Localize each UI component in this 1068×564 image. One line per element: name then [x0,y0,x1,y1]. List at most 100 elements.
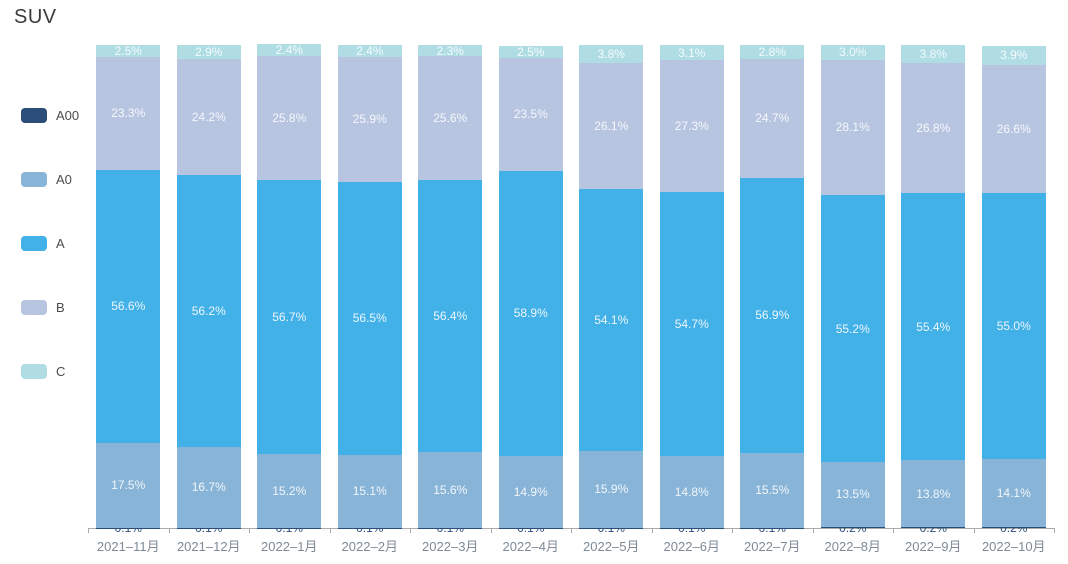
segment-value-label: 2.5% [517,44,545,59]
bar-segment-a0[interactable]: 17.5% [96,443,161,528]
bar-segment-a[interactable]: 56.4% [418,179,483,453]
bar-segment-a0[interactable]: 15.1% [337,454,402,528]
bar-segment-c[interactable]: 3.1% [659,45,724,61]
bar-segment-a0[interactable]: 14.9% [498,455,563,528]
bar-segment-a0[interactable]: 15.6% [418,452,483,528]
segment-value-label: 14.9% [513,484,548,499]
x-axis-tick [651,528,653,533]
legend-label: A00 [56,107,80,123]
segment-value-label: 26.8% [916,121,951,136]
bar-segment-c[interactable]: 3.9% [981,46,1046,65]
legend-item-a0[interactable]: A0 [21,171,79,187]
bar-segment-a0[interactable]: 13.5% [820,461,885,528]
stacked-bar-2021–12月: 0.1% 16.7% 56.2% 24.2% 2.9% [176,44,241,535]
bar-segment-a[interactable]: 54.1% [579,189,644,451]
bar-segment-c[interactable]: 2.3% [418,43,483,58]
bar-segment-a00[interactable]: 0.2% [901,521,966,535]
segment-value-label: 2.3% [436,43,464,58]
bar-segment-b[interactable]: 25.8% [257,55,322,181]
bar-segment-a0[interactable]: 15.9% [579,450,644,528]
legend-swatch-a00 [21,107,47,123]
stacked-bar-2022–8月: 0.2% 13.5% 55.2% 28.1% 3.0% [820,45,885,535]
segment-value-label: 14.8% [674,484,709,499]
segment-value-label: 27.3% [674,118,709,133]
x-axis-label: 2022–8月 [824,539,881,554]
segment-value-label: 54.7% [674,316,709,331]
bar-segment-a0[interactable]: 15.5% [740,452,805,528]
bar-segment-c[interactable]: 2.4% [257,42,322,57]
segment-value-label: 56.5% [352,311,387,326]
bar-segment-a[interactable]: 55.0% [981,193,1046,459]
x-axis-label: 2022–3月 [422,539,479,554]
stacked-bar-2022–7月: 0.1% 15.5% 56.9% 24.7% 2.8% [740,45,805,535]
bar-segment-a0[interactable]: 15.2% [257,454,322,528]
bar-segment-c[interactable]: 2.8% [740,45,805,59]
segment-value-label: 15.6% [433,482,468,497]
segment-value-label: 25.6% [433,110,468,125]
bar-segment-b[interactable]: 25.9% [337,56,402,182]
bar-segment-a[interactable]: 56.9% [740,177,805,453]
bar-segment-b[interactable]: 24.2% [176,58,241,176]
legend-item-a[interactable]: A [21,235,79,251]
bar-segment-a[interactable]: 55.4% [901,192,966,461]
bar-segment-b[interactable]: 24.7% [740,58,805,178]
bar-segment-b[interactable]: 23.5% [498,57,563,172]
x-axis-label: 2022–2月 [341,539,398,554]
bar-segment-a[interactable]: 56.2% [176,175,241,447]
bar-segment-c[interactable]: 2.5% [96,44,161,58]
bar-segment-c[interactable]: 3.0% [820,45,885,60]
bar-segment-b[interactable]: 26.8% [901,63,966,193]
segment-value-label: 3.8% [919,47,947,62]
segment-value-label: 24.7% [755,111,790,126]
bar-segment-a0[interactable]: 13.8% [901,460,966,528]
segment-value-label: 3.0% [839,45,867,60]
stacked-bar-2022–4月: 0.1% 14.9% 58.9% 23.5% 2.5% [498,44,563,535]
stacked-bar-2022–5月: 0.1% 15.9% 54.1% 26.1% 3.8% [579,45,644,535]
x-axis-tick [1054,528,1055,533]
segment-value-label: 26.6% [996,122,1031,137]
legend-item-b[interactable]: B [21,299,79,315]
segment-value-label: 24.2% [191,110,226,124]
bar-segment-a0[interactable]: 14.8% [659,456,724,528]
legend-swatch-b [21,299,47,315]
bar-segment-b[interactable]: 26.1% [579,63,644,190]
segment-value-label: 56.4% [433,308,468,323]
segment-value-label: 13.8% [916,486,951,501]
bar-segment-a[interactable]: 58.9% [498,171,563,456]
segment-value-label: 56.9% [755,308,790,323]
bar-segment-a[interactable]: 56.7% [257,180,322,455]
bar-segment-b[interactable]: 23.3% [96,57,161,170]
bar-segment-b[interactable]: 27.3% [659,60,724,192]
segment-value-label: 15.1% [352,484,387,499]
bar-segment-a[interactable]: 56.6% [96,169,161,444]
x-axis-tick [973,528,975,533]
segment-value-label: 55.4% [916,319,951,334]
legend-item-c[interactable]: C [21,363,79,379]
bar-segment-a0[interactable]: 16.7% [176,446,241,528]
bar-segment-b[interactable]: 26.6% [981,64,1046,194]
legend-item-a00[interactable]: A00 [21,107,79,123]
legend-label: A [56,235,65,251]
legend: A00 A0 A B C [21,107,79,427]
bar-segment-c[interactable]: 2.9% [176,44,241,59]
bar-segment-a0[interactable]: 14.1% [981,458,1046,528]
legend-label: A0 [56,171,72,187]
bar-segment-b[interactable]: 25.6% [418,56,483,180]
bar-segment-c[interactable]: 3.8% [901,45,966,64]
segment-value-label: 3.8% [597,47,625,62]
bar-segment-b[interactable]: 28.1% [820,59,885,196]
segment-value-label: 2.4% [275,42,303,57]
bar-segment-a[interactable]: 54.7% [659,191,724,457]
bar-segment-a[interactable]: 55.2% [820,195,885,462]
bar-segment-a[interactable]: 56.5% [337,181,402,455]
bar-segment-c[interactable]: 3.8% [579,45,644,64]
bar-segment-a00[interactable]: 0.2% [820,521,885,535]
segment-value-label: 15.2% [272,483,307,498]
x-axis-label: 2022–7月 [744,539,801,554]
bar-segment-c[interactable]: 2.5% [498,44,563,59]
bar-segment-a00[interactable]: 0.2% [981,521,1046,535]
segment-value-label: 56.2% [191,304,226,319]
bar-segment-c[interactable]: 2.4% [337,44,402,58]
x-axis-label: 2022–4月 [502,539,559,554]
